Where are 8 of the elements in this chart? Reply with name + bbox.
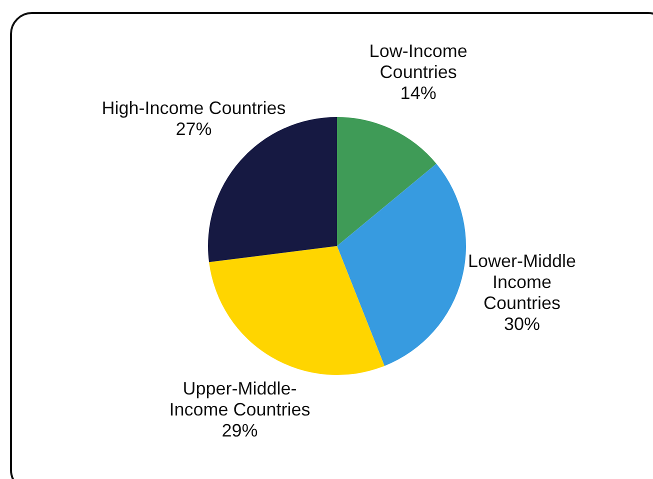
slice-label: Upper-Middle-Income Countries <box>169 378 310 420</box>
slice-label: High-Income Countries <box>102 98 286 118</box>
slice-label: Lower-Middle Income Countries <box>468 250 576 313</box>
data-label: 27% <box>176 119 212 140</box>
data-label: 29% <box>222 420 258 440</box>
slice-label: Low-Income Countries <box>369 41 468 82</box>
data-label: 30% <box>504 314 540 334</box>
data-label: 14% <box>400 83 436 104</box>
